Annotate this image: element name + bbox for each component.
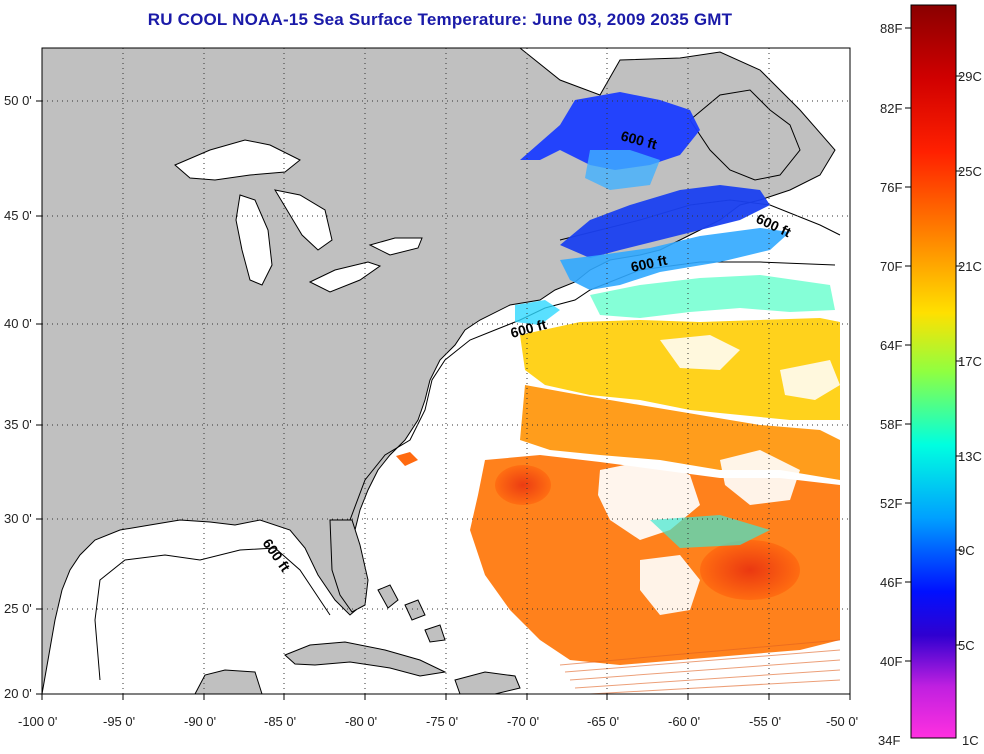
land-florida — [329, 519, 369, 613]
cloud-patch-3 — [640, 555, 700, 615]
x-tick-label: -75 0' — [426, 714, 459, 729]
land-bahamas — [377, 584, 446, 643]
contour-label-3: 600 ft — [629, 252, 668, 275]
y-tick-label: 50 0' — [4, 93, 32, 108]
x-tick-label: -70 0' — [507, 714, 540, 729]
colorbar-label-f: 70F — [880, 259, 903, 274]
colorbar-label-f: 46F — [880, 575, 903, 590]
colorbar-label-f: 64F — [880, 338, 903, 353]
colorbar-gradient — [910, 4, 957, 739]
y-tick-label: 25 0' — [4, 601, 32, 616]
lake-superior — [174, 139, 301, 181]
colorbar-label-c: 5C — [958, 638, 975, 653]
x-tick-label: -100 0' — [18, 714, 58, 729]
x-tick-label: -55 0' — [749, 714, 782, 729]
colorbar-label-c: 21C — [958, 259, 982, 274]
colorbar-label-f: 40F — [880, 654, 903, 669]
x-tick-label: -65 0' — [587, 714, 620, 729]
tick-marks — [36, 100, 851, 700]
sst-gulf-of-maine — [560, 228, 790, 290]
lake-ontario — [368, 237, 423, 256]
lake-erie — [308, 261, 382, 293]
sst-yellow-band — [520, 318, 840, 420]
y-tick-label: 45 0' — [4, 208, 32, 223]
sst-shelf-green — [590, 275, 835, 318]
y-tick-label: 40 0' — [4, 316, 32, 331]
shelf-contour-gulf — [94, 547, 331, 681]
sst-red-core-2 — [495, 465, 551, 505]
y-tick-label: 35 0' — [4, 417, 32, 432]
colorbar-label-c: 25C — [958, 164, 982, 179]
x-tick-label: -80 0' — [345, 714, 378, 729]
land-newfoundland — [689, 89, 801, 181]
cloud-patch-4 — [780, 360, 840, 400]
map-title: RU COOL NOAA-15 Sea Surface Temperature:… — [147, 10, 733, 29]
colorbar-label-f: 82F — [880, 101, 903, 116]
colorbar-label-f: 34F — [878, 733, 901, 748]
sst-cyan-streak — [650, 515, 770, 548]
lake-michigan — [235, 194, 273, 286]
sst-shelf-cyan — [515, 300, 560, 325]
sst-gulf-st-lawrence-cyan — [585, 150, 660, 190]
sst-gulf-st-lawrence — [520, 92, 700, 170]
colorbar-label-f: 58F — [880, 417, 903, 432]
lake-huron — [273, 189, 333, 251]
x-tick-label: -90 0' — [184, 714, 217, 729]
colorbar-label-c: 1C — [962, 733, 979, 748]
y-tick-label: 30 0' — [4, 511, 32, 526]
x-tick-label: -60 0' — [668, 714, 701, 729]
sst-red-core-1 — [700, 540, 800, 600]
x-tick-label: -85 0' — [264, 714, 297, 729]
cloud-patch-2 — [720, 450, 800, 505]
sst-carolina-patch — [396, 452, 418, 466]
colorbar-label-c: 17C — [958, 354, 982, 369]
x-tick-label: -50 0' — [826, 714, 859, 729]
x-tick-label: -95 0' — [103, 714, 136, 729]
colorbar-label-f: 88F — [880, 21, 903, 36]
colorbar-label-c: 13C — [958, 449, 982, 464]
colorbar-ticks — [905, 27, 962, 662]
colorbar-label-f: 52F — [880, 496, 903, 511]
sst-striped-area — [559, 639, 841, 695]
colorbar-label-f: 76F — [880, 180, 903, 195]
cloud-patch-5 — [660, 335, 740, 370]
y-tick-label: 20 0' — [4, 686, 32, 701]
colorbar-label-c: 9C — [958, 543, 975, 558]
colorbar-label-c: 29C — [958, 69, 982, 84]
sst-scotian-shelf — [560, 185, 770, 258]
